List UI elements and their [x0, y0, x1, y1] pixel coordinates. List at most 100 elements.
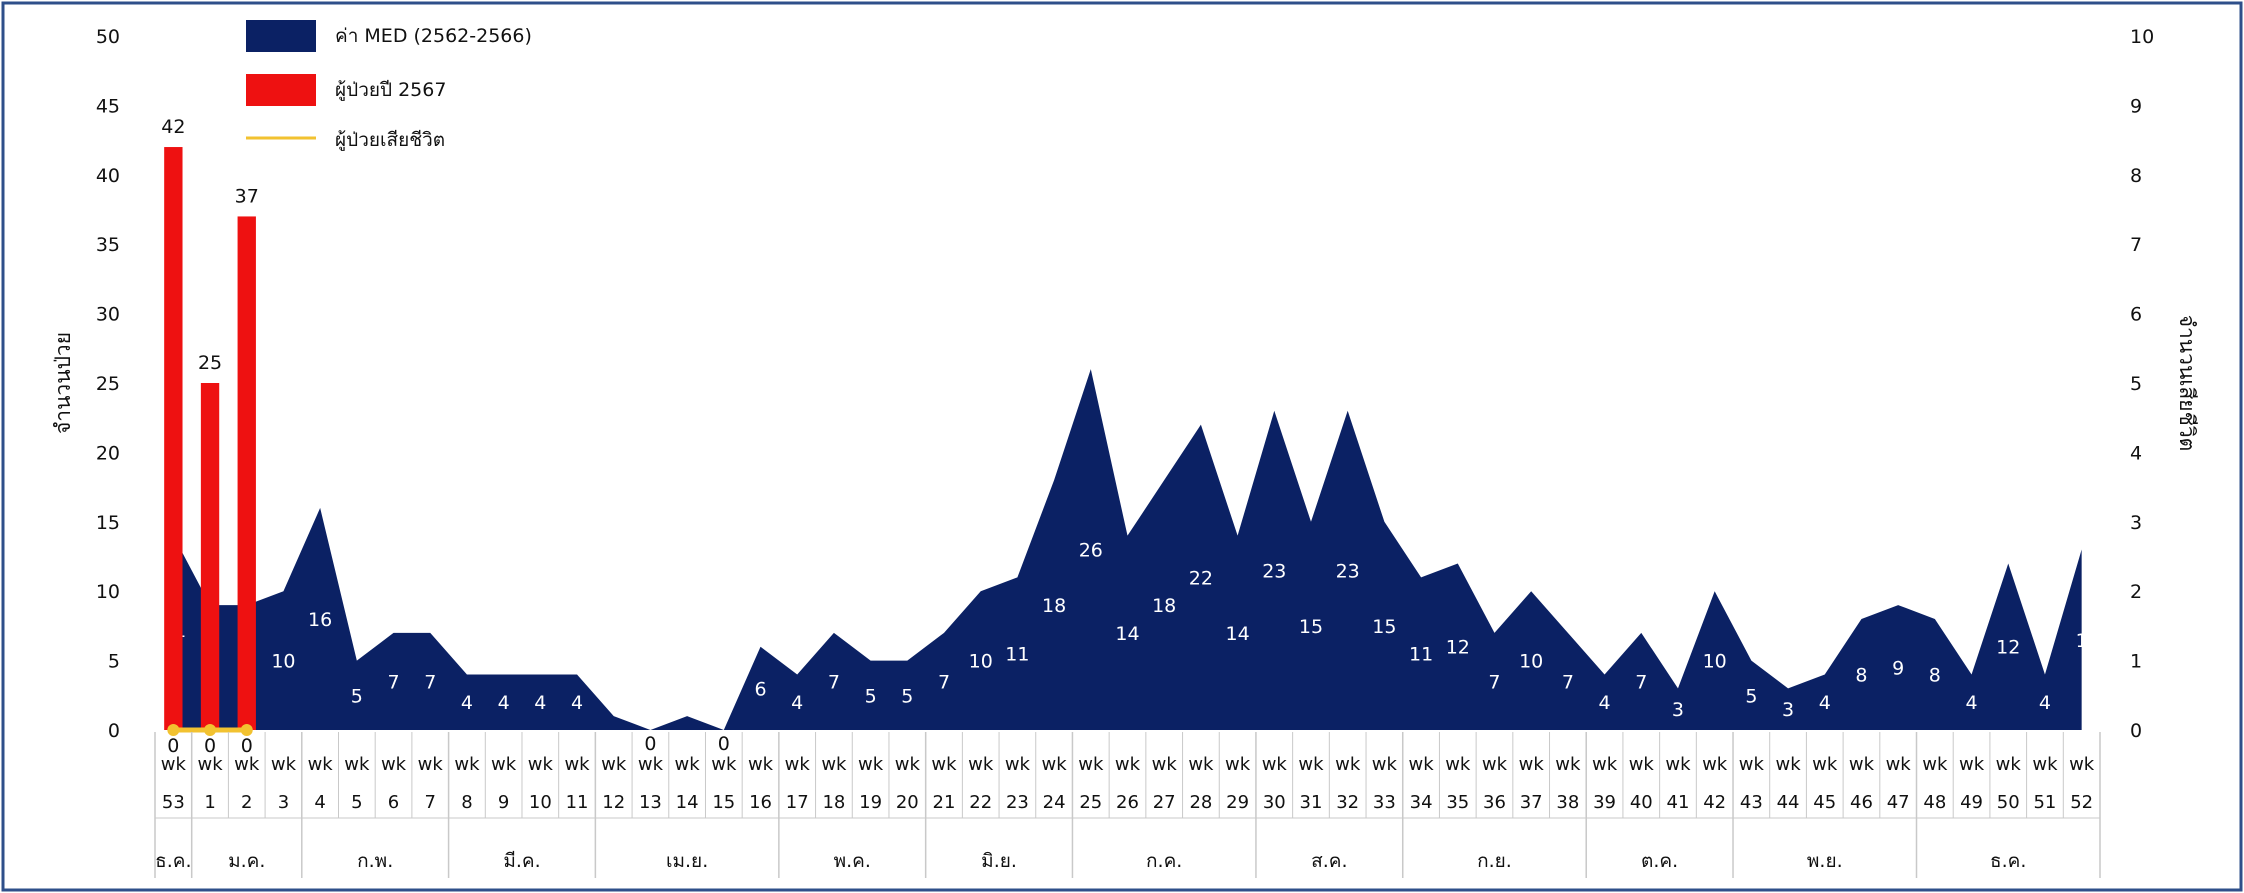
week-prefix-label: wk	[1188, 754, 1214, 775]
week-prefix-label: wk	[564, 754, 590, 775]
week-number-label: 26	[1116, 792, 1139, 813]
week-prefix-label: wk	[1739, 754, 1765, 775]
med-data-label: 4	[1966, 692, 1978, 714]
week-number-label: 36	[1483, 792, 1506, 813]
week-prefix-label: wk	[1519, 754, 1545, 775]
y-left-axis-title: จำนวนป่วย	[51, 332, 75, 434]
week-number-label: 4	[314, 792, 325, 813]
med-data-label: 23	[1262, 560, 1286, 582]
med-data-label: 18	[1152, 595, 1176, 617]
week-number-label: 30	[1263, 792, 1286, 813]
y-right-tick-label: 2	[2130, 581, 2142, 603]
med-data-label: 4	[2039, 692, 2051, 714]
month-label: ส.ค.	[1311, 850, 1347, 872]
week-prefix-label: wk	[638, 754, 664, 775]
y-right-tick-label: 4	[2130, 442, 2142, 464]
week-prefix-label: wk	[161, 754, 187, 775]
med-data-label: 18	[1042, 595, 1066, 617]
y-left-tick-label: 30	[96, 304, 120, 326]
week-number-label: 50	[1997, 792, 2020, 813]
week-prefix-label: wk	[418, 754, 444, 775]
week-number-label: 10	[529, 792, 552, 813]
med-data-label: 0	[718, 733, 730, 755]
y-right-tick-label: 9	[2130, 95, 2142, 117]
week-number-label: 12	[602, 792, 625, 813]
med-data-label: 5	[351, 685, 363, 707]
month-label: ต.ค.	[1641, 850, 1678, 872]
y-right-tick-label: 3	[2130, 512, 2142, 534]
month-label: ก.ย.	[1477, 850, 1512, 872]
week-prefix-label: wk	[197, 754, 223, 775]
month-label: พ.ย.	[1807, 850, 1843, 872]
week-prefix-label: wk	[1592, 754, 1618, 775]
week-prefix-label: wk	[821, 754, 847, 775]
legend-label-cases: ผู้ป่วยปี 2567	[335, 79, 446, 101]
week-prefix-label: wk	[711, 754, 737, 775]
week-prefix-label: wk	[601, 754, 627, 775]
week-number-label: 37	[1520, 792, 1543, 813]
med-data-label: 3	[1782, 699, 1794, 721]
month-label: เม.ย.	[666, 850, 708, 872]
med-data-label: 8	[1855, 664, 1867, 686]
week-number-label: 46	[1850, 792, 1873, 813]
week-prefix-label: wk	[1922, 754, 1948, 775]
med-data-label: 3	[1672, 699, 1684, 721]
week-prefix-label: wk	[1262, 754, 1288, 775]
week-number-label: 8	[461, 792, 472, 813]
week-prefix-label: wk	[968, 754, 994, 775]
week-prefix-label: wk	[1996, 754, 2022, 775]
y-right-tick-label: 0	[2130, 720, 2142, 742]
month-label: ธ.ค.	[155, 850, 191, 872]
month-label: มิ.ย.	[981, 850, 1017, 872]
med-data-label: 8	[1929, 664, 1941, 686]
med-data-label: 7	[938, 671, 950, 693]
week-prefix-label: wk	[1702, 754, 1728, 775]
med-data-label: 12	[1996, 637, 2020, 659]
week-number-label: 39	[1593, 792, 1616, 813]
week-number-label: 11	[566, 792, 589, 813]
y-left-tick-label: 35	[96, 234, 120, 256]
week-prefix-label: wk	[308, 754, 334, 775]
med-data-label: 5	[901, 685, 913, 707]
case-bar	[164, 147, 183, 731]
week-number-label: 31	[1300, 792, 1323, 813]
week-number-label: 52	[2070, 792, 2093, 813]
week-number-label: 34	[1410, 792, 1433, 813]
med-data-label: 7	[1562, 671, 1574, 693]
week-prefix-label: wk	[1225, 754, 1251, 775]
week-prefix-label: wk	[1042, 754, 1068, 775]
week-prefix-label: wk	[1482, 754, 1508, 775]
week-number-label: 47	[1887, 792, 1910, 813]
y-right-axis-title: จำนวนเสียชีวิต	[2175, 315, 2199, 452]
med-data-label: 7	[387, 671, 399, 693]
y-left-tick-label: 15	[96, 512, 120, 534]
med-data-label: 10	[271, 651, 295, 673]
month-label: ก.ค.	[1146, 850, 1182, 872]
med-area	[173, 369, 2082, 730]
week-prefix-label: wk	[344, 754, 370, 775]
week-prefix-label: wk	[2069, 754, 2095, 775]
med-data-label: 10	[969, 651, 993, 673]
week-number-label: 14	[676, 792, 699, 813]
med-data-label: 9	[1892, 658, 1904, 680]
case-bar-label: 25	[198, 352, 222, 374]
death-data-label: 0	[167, 735, 179, 757]
legend-swatch-med	[246, 20, 316, 52]
week-number-label: 20	[896, 792, 919, 813]
med-data-label: 0	[644, 733, 656, 755]
y-left-tick-label: 45	[96, 95, 120, 117]
week-prefix-label: wk	[1152, 754, 1178, 775]
death-point	[240, 724, 253, 736]
y-right-tick-label: 10	[2130, 26, 2154, 48]
y-left-tick-label: 40	[96, 165, 120, 187]
med-data-label: 14	[1115, 623, 1139, 645]
month-label: ก.พ.	[357, 850, 393, 872]
week-prefix-label: wk	[454, 754, 480, 775]
week-number-label: 7	[425, 792, 436, 813]
case-bar	[200, 383, 220, 730]
week-prefix-label: wk	[1005, 754, 1031, 775]
week-number-label: 19	[859, 792, 882, 813]
med-data-label: 16	[308, 609, 332, 631]
week-number-label: 44	[1777, 792, 1800, 813]
